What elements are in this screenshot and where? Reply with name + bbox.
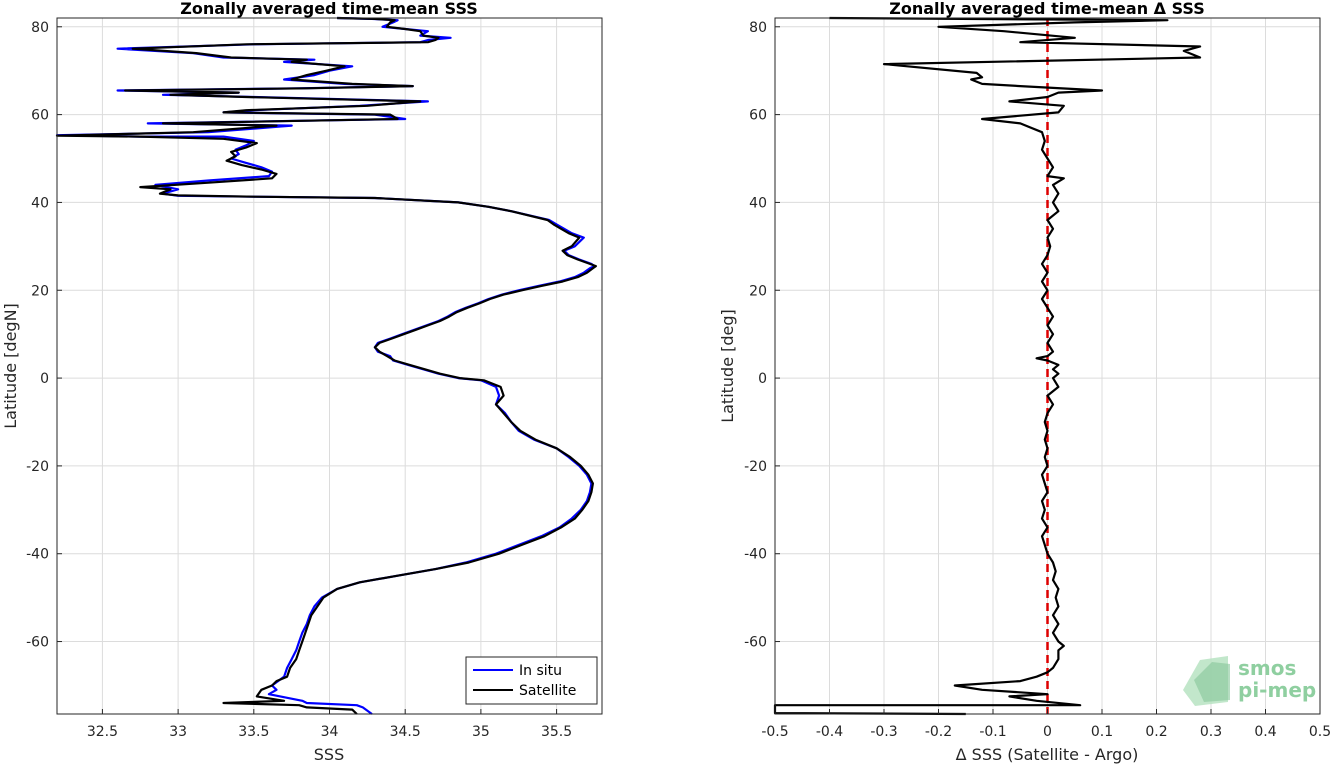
delta-sss-y-tick-label: -60 [744,635,767,651]
delta-sss-chart: -0.5 -0.4 -0.3 -0.2 -0.1 0 0.1 0.2 0.3 0.4 0.5 -60… [718,0,1331,764]
sss-chart-y-axis-label: Latitude [degN] [1,303,20,429]
delta-sss-series-line-0 [773,16,1202,716]
delta-sss-chart-series [773,16,1202,716]
smos-pi-mep-logo: smos pi-mep [1183,656,1316,706]
delta-sss-x-tick-label: -0.2 [925,724,952,740]
sss-x-tick-label: 35.5 [541,724,572,740]
legend: In situ Satellite [465,656,598,705]
delta-sss-y-tick-label: 20 [749,283,767,299]
sss-y-tick-label: 80 [31,20,49,36]
delta-sss-y-tick-label: 80 [749,20,767,36]
sss-x-tick-label: 33.5 [238,724,269,740]
sss-y-tick-label: -20 [26,459,49,475]
sss-chart-x-ticks: 32.5 33 33.5 34 34.5 35 35.5 [87,709,572,740]
delta-sss-y-tick-label: 0 [758,371,767,387]
sss-y-tick-label: 0 [40,371,49,387]
sss-y-tick-label: 40 [31,195,49,211]
delta-sss-x-tick-label: -0.4 [816,724,843,740]
delta-sss-y-tick-label: 60 [749,108,767,124]
sss-x-tick-label: 33 [169,724,187,740]
sss-chart-y-ticks: -60 -40 -20 0 20 40 60 80 [26,20,62,651]
sss-y-tick-label: -60 [26,635,49,651]
delta-sss-x-tick-label: 0.5 [1309,724,1331,740]
delta-sss-chart-title: Zonally averaged time-mean Δ SSS [889,0,1205,18]
logo-text-smos: smos [1238,656,1296,680]
sss-y-tick-label: 60 [31,108,49,124]
delta-sss-chart-x-ticks: -0.5 -0.4 -0.3 -0.2 -0.1 0 0.1 0.2 0.3 0.4 0.5 [761,709,1331,740]
delta-sss-x-tick-label: -0.3 [870,724,897,740]
logo-text-pi-mep: pi-mep [1238,678,1316,702]
sss-chart-title: Zonally averaged time-mean SSS [180,0,478,18]
delta-sss-y-tick-label: 40 [749,195,767,211]
delta-sss-chart-y-ticks: -60 -40 -20 0 20 40 60 80 [744,20,780,651]
delta-sss-chart-x-axis-label: Δ SSS (Satellite - Argo) [956,745,1139,764]
sss-y-tick-label: 20 [31,283,49,299]
delta-sss-chart-y-axis-label: Latitude [deg] [718,309,737,423]
sss-chart-series [55,16,597,715]
sss-chart-x-axis-label: SSS [314,745,344,764]
sss-series-line-satellite [55,16,597,715]
sss-chart: 32.5 33 33.5 34 34.5 35 35.5 -60 -40 -20 0 20 40 60 8… [1,0,603,764]
delta-sss-x-tick-label: 0 [1043,724,1052,740]
delta-sss-x-tick-label: 0.3 [1200,724,1222,740]
sss-x-tick-label: 35 [472,724,490,740]
delta-sss-x-tick-label: 0.1 [1091,724,1113,740]
delta-sss-x-tick-label: -0.5 [761,724,788,740]
legend-in-situ-label: In situ [519,663,562,679]
sss-x-tick-label: 34 [321,724,339,740]
legend-satellite-label: Satellite [519,683,576,699]
sss-y-tick-label: -40 [26,547,49,563]
legend-box [465,656,598,705]
delta-sss-y-tick-label: -20 [744,459,767,475]
sss-x-tick-label: 32.5 [87,724,118,740]
delta-sss-x-tick-label: 0.4 [1254,724,1276,740]
sss-chart-grid [57,18,602,714]
delta-sss-x-tick-label: -0.1 [979,724,1006,740]
delta-sss-x-tick-label: 0.2 [1145,724,1167,740]
logo-shape-front [1194,662,1230,702]
delta-sss-y-tick-label: -40 [744,547,767,563]
sss-series-line-in-situ [55,16,596,715]
sss-x-tick-label: 34.5 [390,724,421,740]
